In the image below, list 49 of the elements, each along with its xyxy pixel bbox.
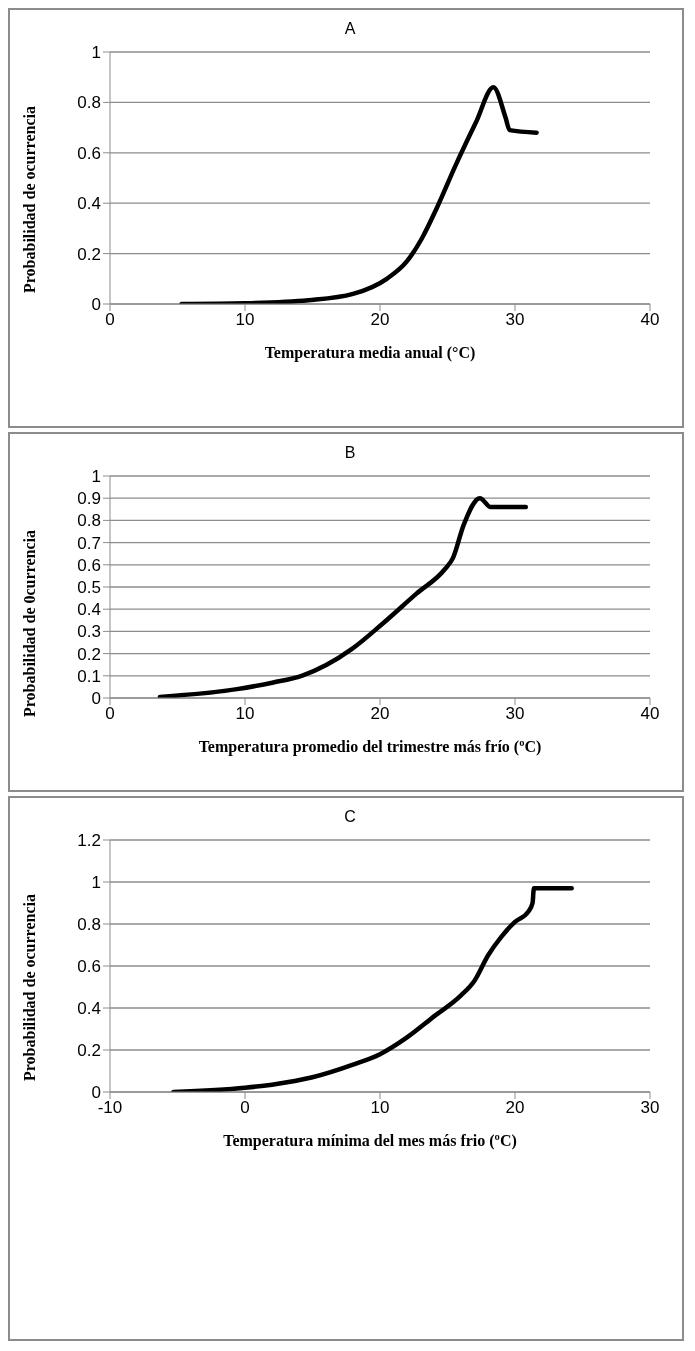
y-tick-label: 0 xyxy=(91,689,101,709)
chart-title: C xyxy=(343,808,357,826)
x-axis-title: Temperatura mínima del mes más frio (ºC) xyxy=(222,1132,518,1150)
x-tick-label: 40 xyxy=(640,704,660,724)
chart-title: B xyxy=(343,444,357,462)
line-series xyxy=(171,886,574,1092)
x-tick-label: 30 xyxy=(505,310,525,330)
line-series xyxy=(157,495,529,698)
y-tick-label: 0.4 xyxy=(77,194,101,214)
y-tick-label: 0.2 xyxy=(77,1041,101,1061)
x-tick-label: 0 xyxy=(105,704,115,724)
y-axis-title: Probabilidad de ocurrencia xyxy=(21,893,39,1084)
y-tick-label: 0.8 xyxy=(77,915,101,935)
y-axis-title: Probabilidad de 0currencia xyxy=(21,529,39,720)
y-tick-label: 0 xyxy=(91,295,101,315)
y-tick-label: 1 xyxy=(91,873,101,893)
y-tick-label: 0.5 xyxy=(77,578,101,598)
y-tick-label: 0.4 xyxy=(77,600,101,620)
y-tick-label: 0.2 xyxy=(77,244,101,264)
y-tick-label: 0.2 xyxy=(77,644,101,664)
y-tick-label: 0.8 xyxy=(77,511,101,531)
y-tick-label: 0.3 xyxy=(77,622,101,642)
y-tick-label: 0.4 xyxy=(77,999,101,1019)
x-tick-label: 20 xyxy=(370,704,390,724)
x-tick-label: 0 xyxy=(240,1098,250,1118)
y-tick-label: 0.6 xyxy=(77,555,101,575)
x-tick-label: 20 xyxy=(505,1098,525,1118)
x-tick-label: 0 xyxy=(105,310,115,330)
y-tick-label: 0.1 xyxy=(77,666,101,686)
x-tick-label: 30 xyxy=(505,704,525,724)
y-tick-label: 0.9 xyxy=(77,489,101,509)
x-tick-label: 10 xyxy=(235,704,255,724)
x-tick-label: 10 xyxy=(370,1098,390,1118)
x-tick-label: 40 xyxy=(640,310,660,330)
x-tick-label: 30 xyxy=(640,1098,660,1118)
x-axis-title: Temperatura media anual (°C) xyxy=(263,344,477,362)
y-tick-label: 1 xyxy=(91,43,101,63)
y-tick-label: 0.6 xyxy=(77,957,101,977)
y-tick-label: 0.8 xyxy=(77,93,101,113)
line-series xyxy=(179,85,539,304)
y-axis-title: Probabilidad de ocurrencia xyxy=(21,105,39,296)
y-tick-label: 1.2 xyxy=(77,831,101,851)
y-tick-label: 0.7 xyxy=(77,533,101,553)
y-tick-label: 1 xyxy=(91,467,101,487)
chart-title: A xyxy=(343,20,357,38)
x-tick-label: 20 xyxy=(370,310,390,330)
x-tick-label: 10 xyxy=(235,310,255,330)
x-axis-title: Temperatura promedio del trimestre más frío (ºC) xyxy=(197,738,543,756)
y-tick-label: 0.6 xyxy=(77,143,101,163)
